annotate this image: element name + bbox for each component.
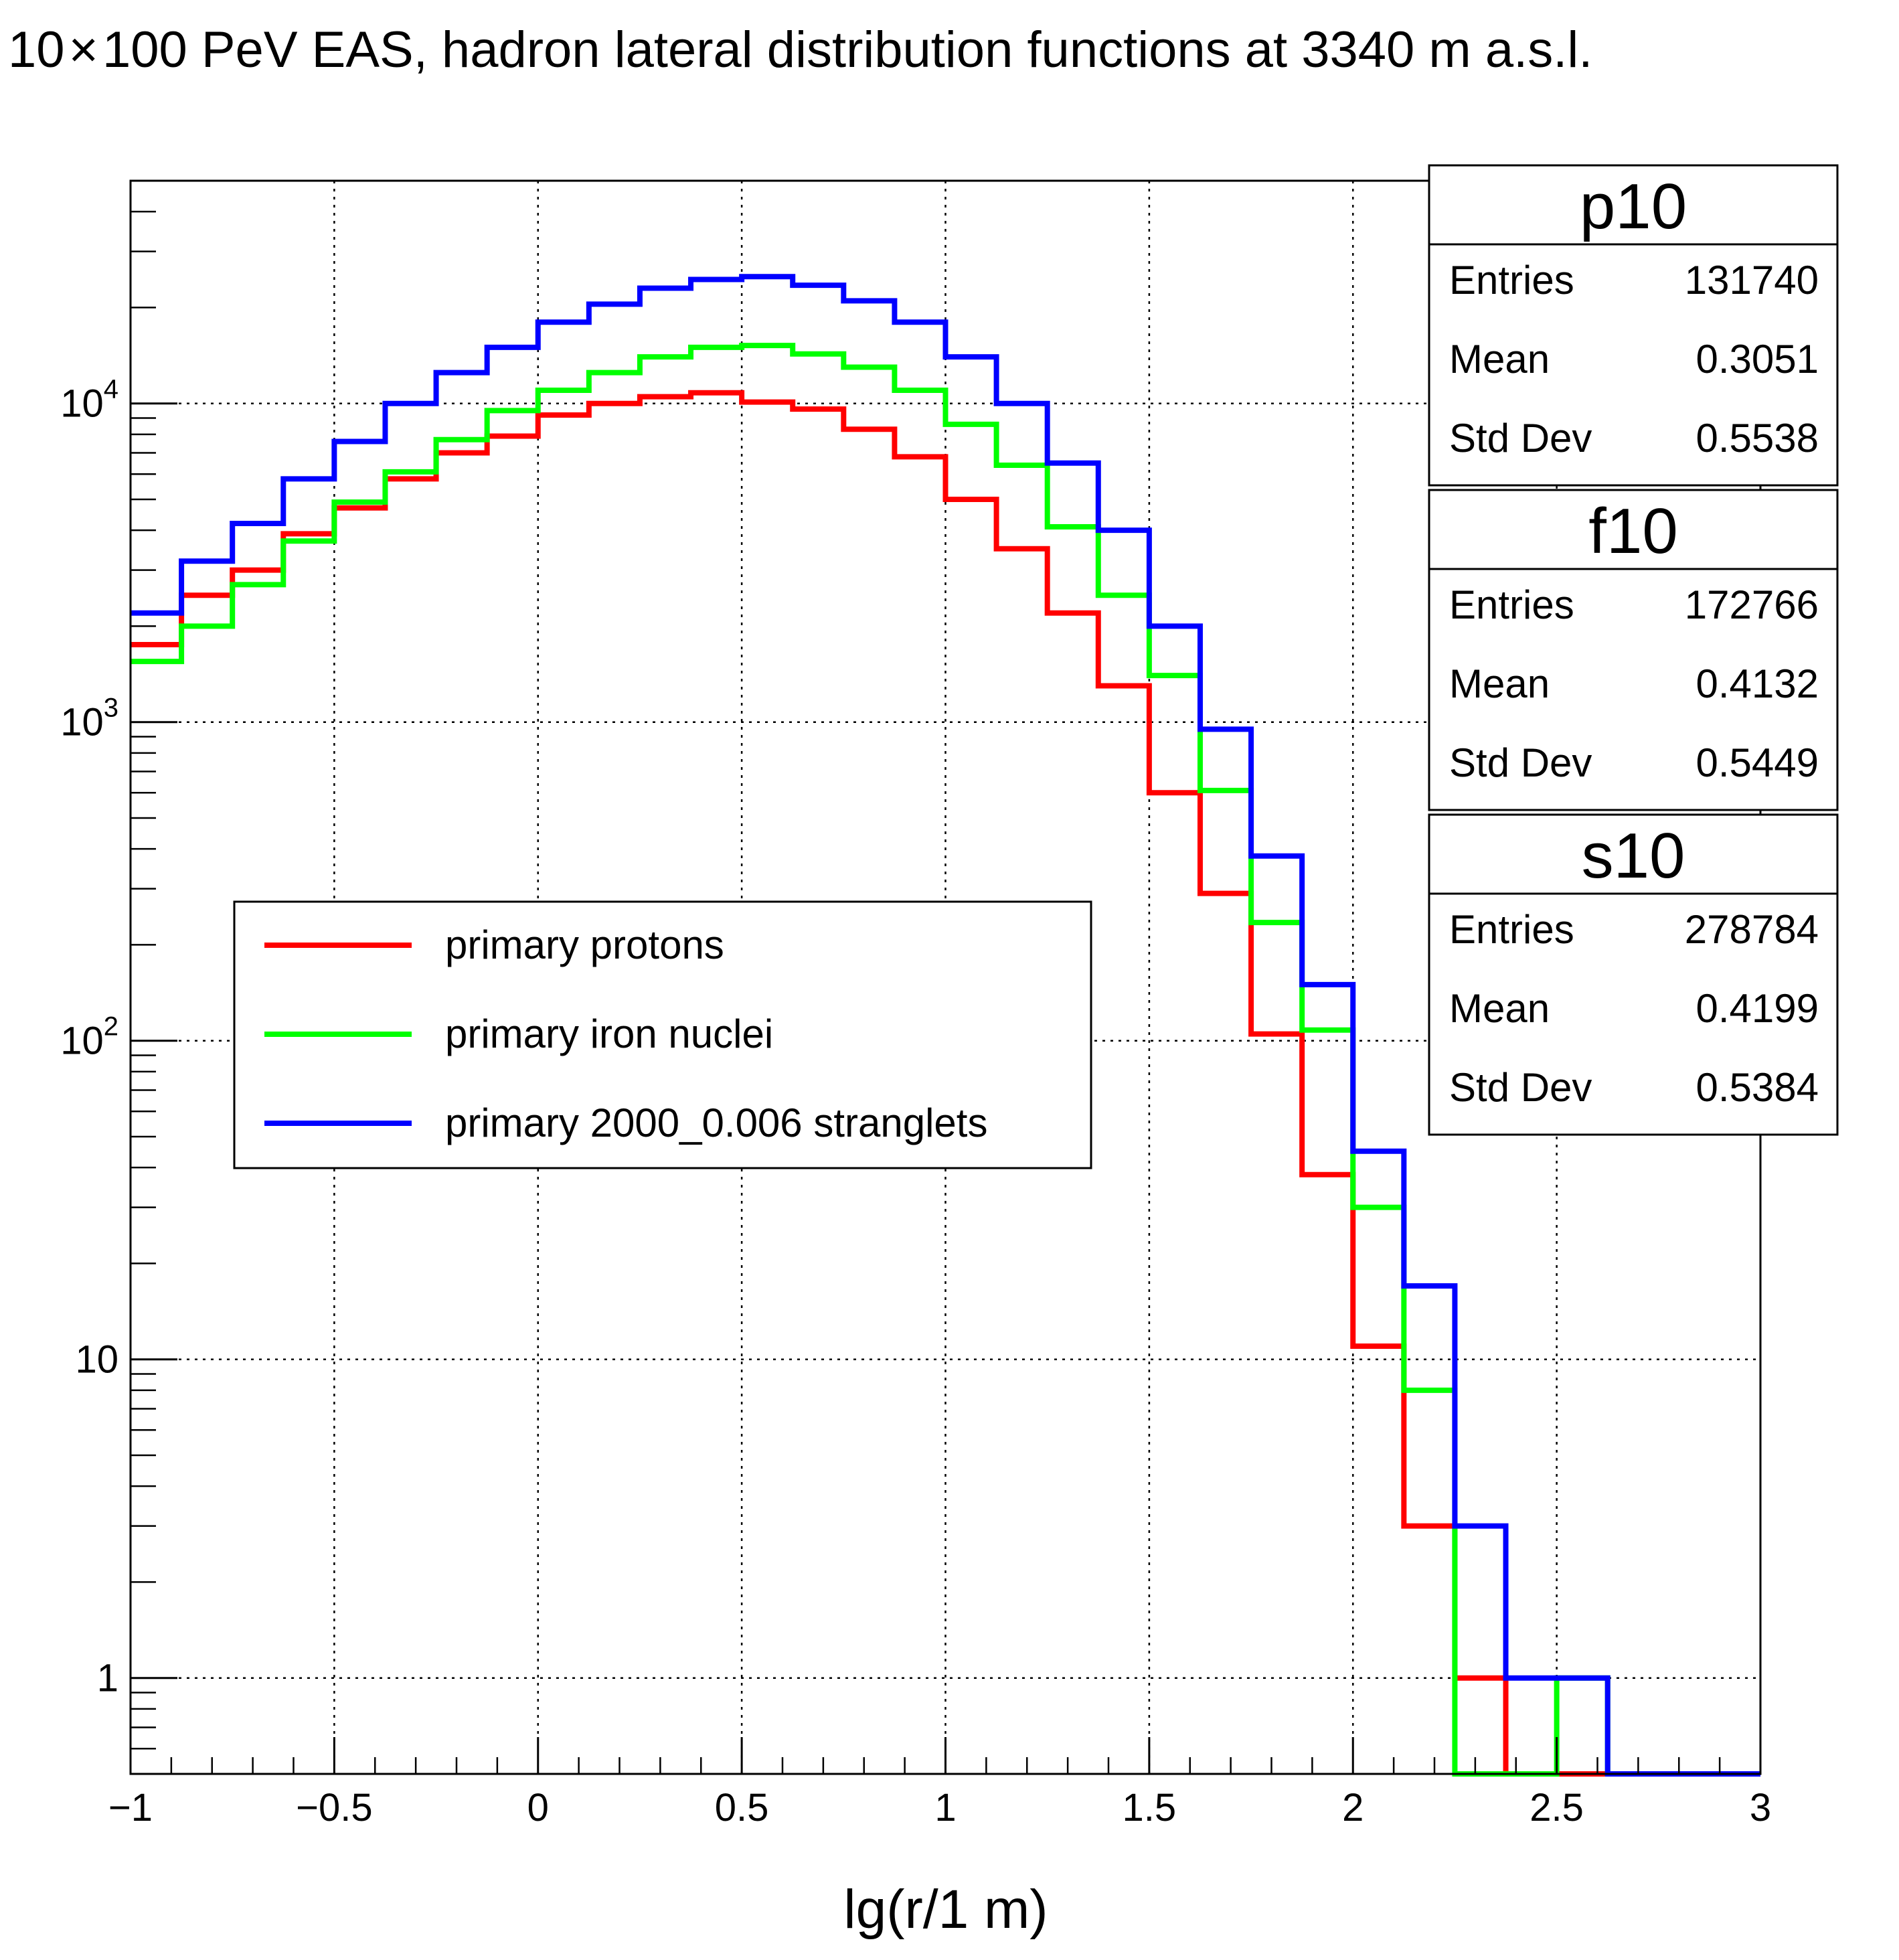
stat-row-value: 0.5384 (1696, 1065, 1819, 1110)
legend-label: primary 2000_0.006 stranglets (445, 1100, 987, 1145)
x-tick-label: 1.5 (1123, 1786, 1177, 1829)
legend-label: primary protons (445, 922, 724, 967)
chart-title: 10×100 PeV EAS, hadron lateral distribut… (8, 21, 1592, 78)
stat-row-value: 131740 (1685, 258, 1819, 303)
stat-box-title: p10 (1580, 171, 1687, 242)
y-axis: 1 10 102 103 104 (60, 375, 177, 1700)
stat-row-label: Mean (1449, 986, 1550, 1031)
legend: primary protons primary iron nuclei primar… (233, 900, 1092, 1169)
y-tick-label: 103 (60, 693, 118, 744)
stat-row-value: 0.3051 (1696, 337, 1819, 382)
x-tick-label: 3 (1750, 1786, 1771, 1829)
stat-row-label: Std Dev (1449, 1065, 1592, 1110)
stat-row-label: Std Dev (1449, 416, 1592, 461)
stat-row-label: Entries (1449, 582, 1574, 627)
x-axis: −1 −0.5 0 0.5 1 1.5 2 2.5 3 (108, 1737, 1771, 1829)
series-line-2 (131, 343, 1760, 1777)
stat-row-value: 278784 (1685, 907, 1819, 952)
stat-row-label: Mean (1449, 661, 1550, 706)
x-tick-label: −1 (108, 1786, 153, 1829)
stat-row-value: 172766 (1685, 582, 1819, 627)
stat-row-value: 0.5449 (1696, 740, 1819, 785)
stat-row-label: Std Dev (1449, 740, 1592, 785)
x-tick-label: 1 (934, 1786, 956, 1829)
chart-title-times: × (69, 21, 98, 78)
series-line-3 (131, 274, 1760, 1777)
x-tick-label: 2 (1342, 1786, 1364, 1829)
chart-title-prefix: 10 (8, 21, 65, 78)
stat-row-value: 0.5538 (1696, 416, 1819, 461)
y-tick-label: 102 (60, 1012, 118, 1063)
stat-box-frame (1428, 489, 1839, 811)
stat-box-frame (1428, 164, 1839, 487)
stat-box-title: s10 (1582, 820, 1685, 892)
legend-label: primary iron nuclei (445, 1011, 773, 1056)
minor-ticks (131, 210, 156, 1750)
stat-row-label: Entries (1449, 907, 1574, 952)
series-group (131, 274, 1760, 1777)
y-tick-label: 104 (60, 375, 118, 426)
stat-row-label: Mean (1449, 337, 1550, 382)
stat-box-f10: f10 Entries 172766 Mean 0.4132 Std Dev 0.5449 (1428, 489, 1839, 811)
stat-row-value: 0.4132 (1696, 661, 1819, 706)
stat-box-title: f10 (1588, 495, 1677, 567)
x-tick-label: 0.5 (715, 1786, 769, 1829)
chart-title-suffix: 100 PeV EAS, hadron lateral distribution… (102, 21, 1592, 78)
x-tick-label: −0.5 (296, 1786, 373, 1829)
y-tick-label: 1 (97, 1657, 118, 1700)
stat-box-frame (1428, 813, 1839, 1136)
y-tick-label: 10 (75, 1338, 118, 1382)
x-axis-title: lg(r/1 m) (843, 1879, 1048, 1940)
stat-row-label: Entries (1449, 258, 1574, 303)
stat-row-value: 0.4199 (1696, 986, 1819, 1031)
x-tick-label: 0 (527, 1786, 549, 1829)
x-tick-label: 2.5 (1530, 1786, 1584, 1829)
